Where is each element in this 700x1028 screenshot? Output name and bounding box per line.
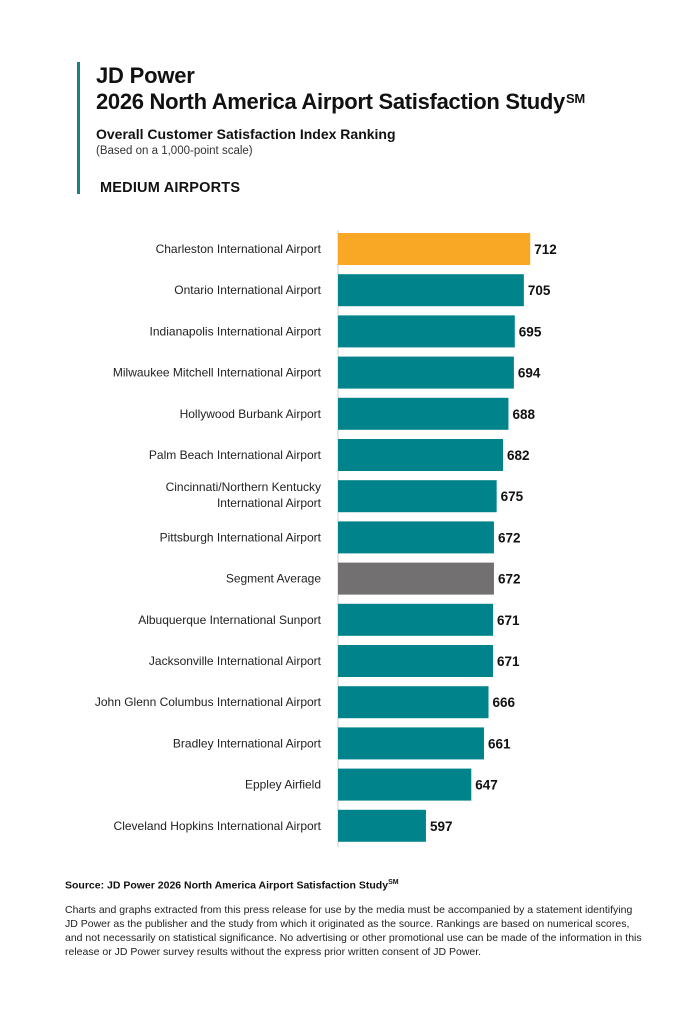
- value-label-1: 705: [528, 283, 551, 298]
- bar-10: [338, 645, 494, 677]
- study-title: 2026 North America Airport Satisfaction …: [96, 89, 585, 115]
- value-label-12: 661: [488, 736, 511, 751]
- title-accent-bar: [77, 62, 80, 194]
- source-text: Source: JD Power 2026 North America Airp…: [65, 879, 389, 892]
- bar-3: [338, 356, 514, 389]
- bar-11: [338, 686, 489, 719]
- value-label-2: 695: [519, 324, 542, 339]
- category-label-9: Albuquerque International Sunport: [138, 613, 321, 627]
- service-mark: SM: [566, 91, 585, 106]
- category-label-10: Jacksonville International Airport: [149, 654, 322, 668]
- chart-subtitle: Overall Customer Satisfaction Index Rank…: [96, 126, 396, 142]
- title-block: JD Power 2026 North America Airport Sati…: [96, 63, 585, 159]
- value-label-14: 597: [430, 819, 453, 834]
- scale-note: (Based on a 1,000-point scale): [96, 145, 253, 157]
- bar-0: [338, 233, 531, 265]
- value-label-9: 671: [497, 613, 520, 628]
- category-label-7: Pittsburgh International Airport: [160, 530, 322, 544]
- category-label-8: Segment Average: [226, 572, 322, 586]
- value-label-6: 675: [501, 489, 524, 504]
- category-label-4: Hollywood Burbank Airport: [180, 407, 322, 421]
- category-label-14: Cleveland Hopkins International Airport: [114, 819, 322, 833]
- bar-2: [338, 315, 515, 348]
- category-label-3: Milwaukee Mitchell International Airport: [113, 366, 322, 380]
- category-label-6: Cincinnati/Northern Kentucky Internationa…: [166, 480, 322, 510]
- bar-13: [338, 768, 472, 801]
- bar-8: [338, 562, 494, 595]
- ranking-bar-chart: 712 Charleston International Airport 705 On…: [95, 230, 557, 847]
- bar-9: [338, 603, 494, 636]
- bar-1: [338, 274, 524, 307]
- bar-7: [338, 521, 494, 554]
- value-label-0: 712: [534, 242, 557, 257]
- segment-heading: MEDIUM AIRPORTS: [100, 180, 241, 196]
- category-label-5: Palm Beach International Airport: [149, 448, 322, 462]
- footer: Source: JD Power 2026 North America Airp…: [65, 879, 645, 960]
- value-label-13: 647: [475, 778, 498, 793]
- disclaimer-text: Charts and graphs extracted from this pr…: [65, 903, 642, 959]
- value-label-7: 672: [498, 530, 521, 545]
- bar-12: [338, 727, 484, 760]
- brand-title: JD Power: [96, 63, 195, 88]
- bar-14: [338, 809, 426, 842]
- source-service-mark: SM: [388, 879, 399, 886]
- bar-6: [338, 480, 497, 513]
- study-title-text: 2026 North America Airport Satisfaction …: [96, 89, 565, 114]
- value-label-11: 666: [493, 695, 516, 710]
- bar-4: [338, 397, 509, 430]
- category-label-1: Ontario International Airport: [174, 283, 321, 297]
- source-note: Source: JD Power 2026 North America Airp…: [65, 879, 645, 892]
- value-label-8: 672: [498, 572, 521, 587]
- category-label-0: Charleston International Airport: [156, 242, 322, 256]
- category-label-2: Indianapolis International Airport: [150, 324, 322, 338]
- value-label-5: 682: [507, 448, 530, 463]
- bar-5: [338, 439, 504, 471]
- category-label-11: John Glenn Columbus International Airpor…: [95, 695, 322, 709]
- category-label-12: Bradley International Airport: [173, 736, 322, 750]
- value-label-4: 688: [512, 407, 535, 422]
- category-label-13: Eppley Airfield: [245, 778, 321, 792]
- value-label-10: 671: [497, 654, 520, 669]
- value-label-3: 694: [518, 366, 541, 381]
